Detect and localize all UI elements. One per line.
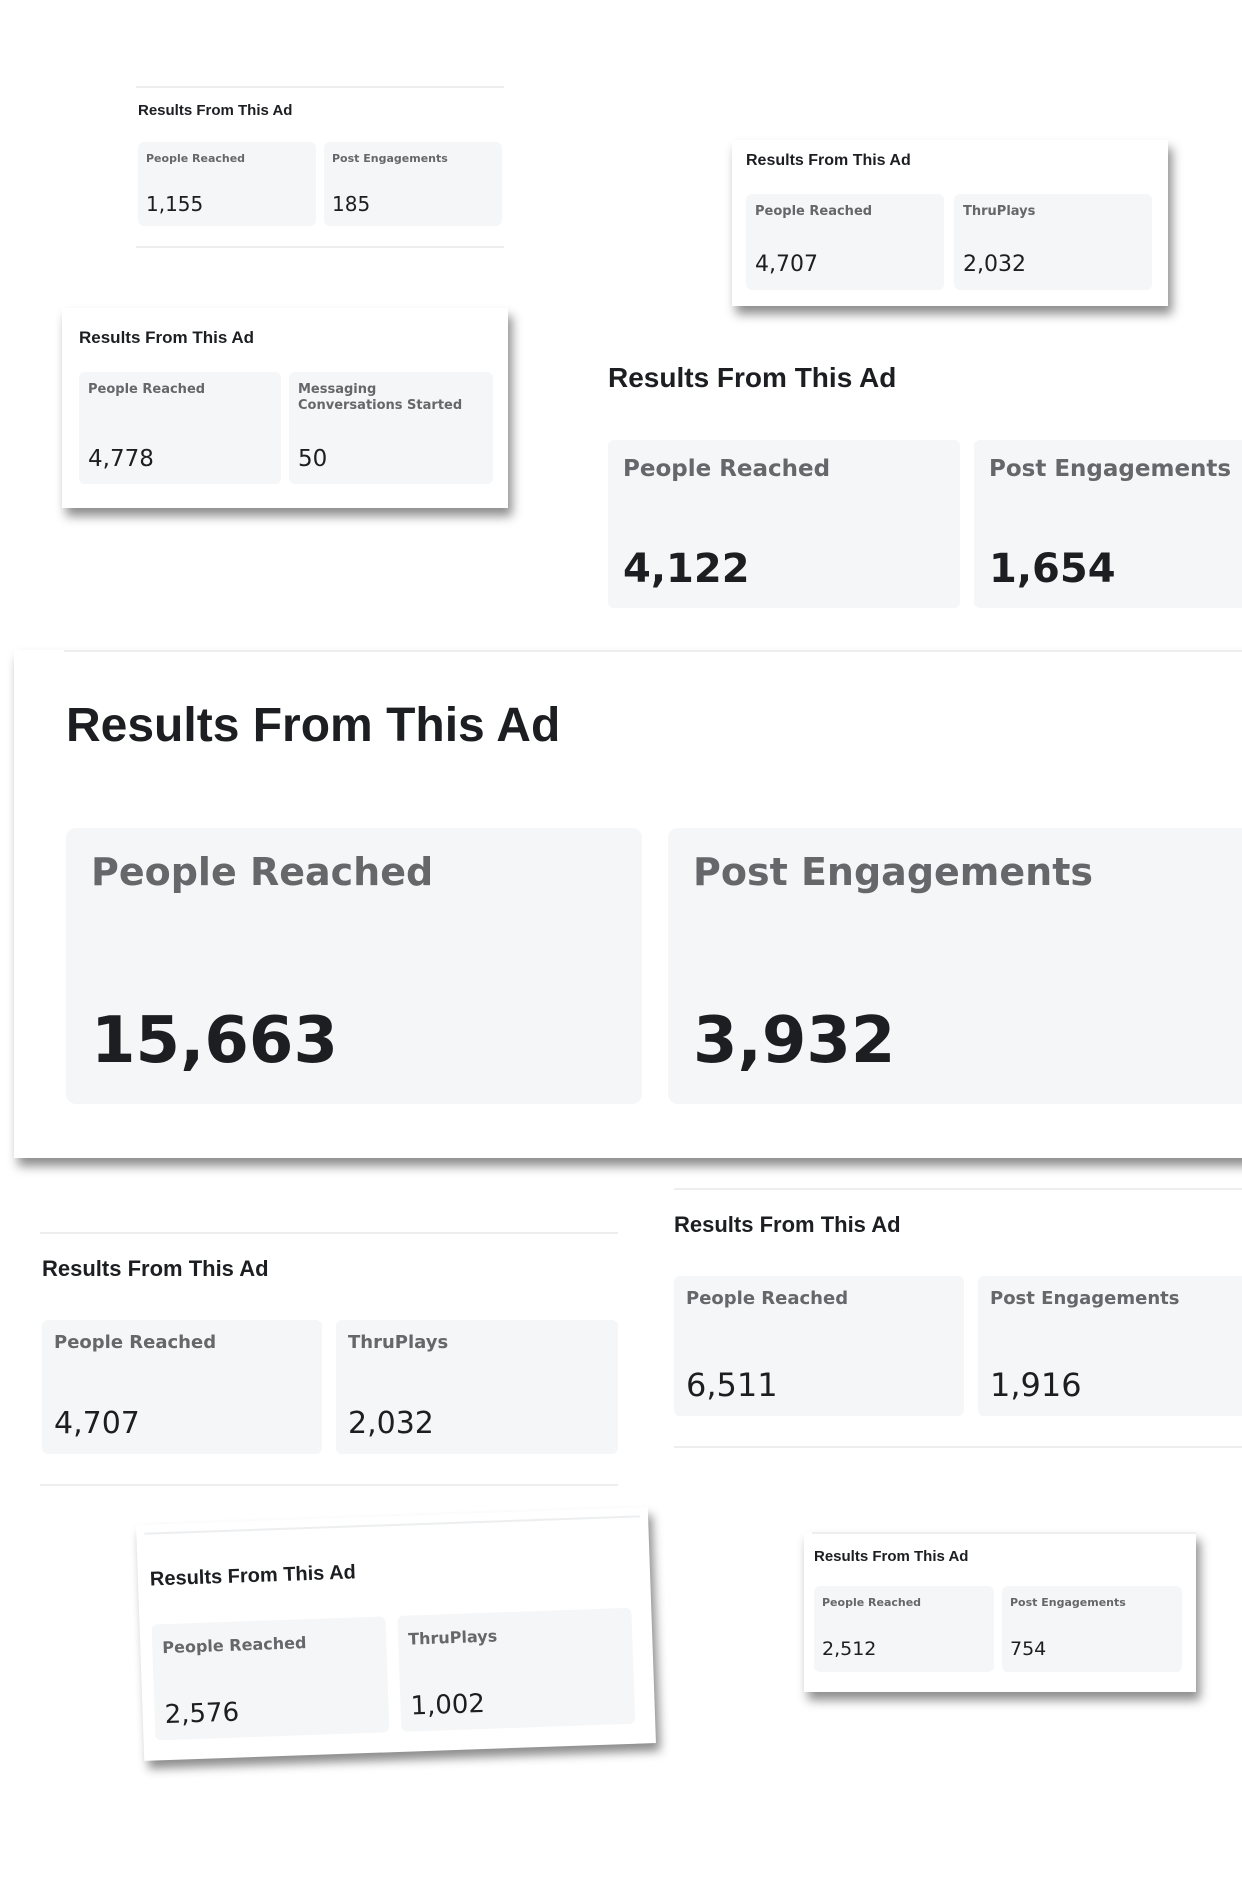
metric-tile-people-reached: People Reached 2,512 [814,1586,994,1672]
panel-title: Results From This Ad [814,1548,969,1565]
results-panel: Results From This Ad People Reached 1,15… [136,86,504,248]
divider [144,1515,641,1535]
metric-label: ThruPlays [407,1626,498,1649]
results-panel: Results From This Ad People Reached 6,51… [674,1188,1242,1450]
panel-title: Results From This Ad [42,1256,269,1281]
metric-value: 4,122 [623,546,750,592]
panel-title: Results From This Ad [66,699,561,752]
metric-label: Post Engagements [693,850,1094,894]
metric-value: 15,663 [91,1004,338,1078]
metric-label: Post Engagements [990,1288,1180,1309]
metric-value: 4,707 [755,252,818,277]
metric-label: People Reached [146,152,246,165]
panel-title: Results From This Ad [608,362,897,393]
metric-value: 2,032 [348,1406,434,1441]
metric-label: Messaging Conversations Started [298,382,463,413]
metric-label: People Reached [822,1596,922,1609]
metric-tile-post-engagements: Post Engagements 3,932 [668,828,1242,1104]
metric-tile-post-engagements: Post Engagements 185 [324,142,502,226]
results-panel: Results From This Ad People Reached 4,70… [40,1232,620,1488]
metric-tile-people-reached: People Reached 4,707 [746,194,944,290]
panel-title: Results From This Ad [674,1212,901,1237]
metric-value: 2,512 [822,1638,877,1660]
metric-tile-post-engagements: Post Engagements 1,654 [974,440,1242,608]
metric-label: People Reached [686,1288,849,1309]
metric-tile-people-reached: People Reached 4,778 [79,372,281,484]
divider [812,1532,1196,1534]
results-panel: Results From This Ad People Reached 4,77… [62,308,508,508]
metric-tile-post-engagements: Post Engagements 754 [1002,1586,1182,1672]
metric-value: 754 [1010,1638,1047,1660]
metric-tile-people-reached: People Reached 2,576 [151,1616,390,1741]
metric-value: 1,654 [989,546,1116,592]
panel-title: Results From This Ad [79,328,255,347]
metric-label: Post Engagements [332,152,448,165]
panel-title: Results From This Ad [138,102,293,119]
panel-title: Results From This Ad [149,1561,357,1591]
metric-label: People Reached [54,1332,217,1353]
metric-value: 1,155 [146,192,204,216]
metric-label: ThruPlays [348,1332,449,1353]
metric-value: 1,002 [410,1688,486,1722]
metric-tile-people-reached: People Reached 6,511 [674,1276,964,1416]
divider [674,1188,1242,1190]
metric-value: 2,032 [963,252,1026,277]
metric-tile-people-reached: People Reached 4,707 [42,1320,322,1454]
metric-value: 4,778 [88,446,154,472]
results-panel: Results From This Ad People Reached 2,51… [804,1532,1196,1692]
divider [40,1232,618,1234]
metric-tile-thruplays: ThruPlays 2,032 [954,194,1152,290]
metric-tile-thruplays: ThruPlays 1,002 [397,1607,636,1732]
divider [40,1484,618,1486]
metric-value: 2,576 [164,1697,240,1731]
metric-value: 185 [332,192,371,216]
metric-label: Post Engagements [989,456,1232,482]
metric-label: Post Engagements [1010,1596,1126,1609]
results-panel: Results From This Ad People Reached 15,6… [14,650,1242,1158]
metric-tile-post-engagements: Post Engagements 1,916 [978,1276,1242,1416]
metric-tile-people-reached: People Reached 4,122 [608,440,960,608]
metric-label: ThruPlays [963,204,1036,219]
panel-title: Results From This Ad [746,152,911,169]
results-panel: Results From This Ad People Reached 4,12… [606,352,1242,614]
metric-value: 3,932 [693,1004,896,1078]
metric-value: 6,511 [686,1366,778,1404]
results-panel: Results From This Ad People Reached 4,70… [732,140,1168,306]
metric-tile-thruplays: ThruPlays 2,032 [336,1320,618,1454]
metric-label: People Reached [88,382,206,397]
metric-value: 4,707 [54,1406,140,1441]
metric-label: People Reached [623,456,831,482]
metric-label: People Reached [755,204,873,219]
results-panel: Results From This Ad People Reached 2,57… [136,1507,656,1761]
metric-tile-messaging-conversations: Messaging Conversations Started 50 [289,372,493,484]
metric-tile-people-reached: People Reached 15,663 [66,828,642,1104]
metric-label: People Reached [162,1633,307,1658]
metric-label: People Reached [91,850,434,894]
divider [136,86,504,88]
metric-tile-people-reached: People Reached 1,155 [138,142,316,226]
divider [136,246,504,248]
metric-value: 1,916 [990,1366,1082,1404]
metric-value: 50 [298,446,328,472]
divider [64,650,1242,652]
divider [674,1446,1242,1448]
